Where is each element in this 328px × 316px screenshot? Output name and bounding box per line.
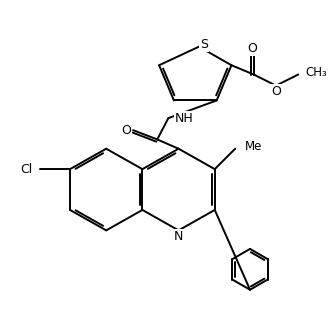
Text: Cl: Cl bbox=[20, 163, 32, 176]
Text: O: O bbox=[247, 42, 257, 55]
Text: O: O bbox=[271, 85, 281, 98]
Text: N: N bbox=[174, 230, 183, 243]
Text: Me: Me bbox=[244, 140, 262, 153]
Text: S: S bbox=[200, 38, 208, 51]
Text: NH: NH bbox=[175, 112, 194, 125]
Text: CH₃: CH₃ bbox=[306, 66, 327, 79]
Text: O: O bbox=[121, 124, 131, 137]
